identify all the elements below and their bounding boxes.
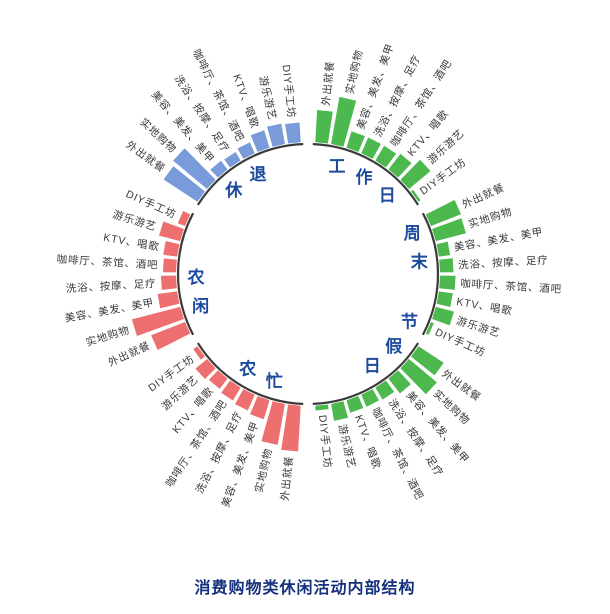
category-label: KTV、唱歌 — [102, 231, 160, 254]
category-label: 实地购物 — [467, 205, 514, 231]
bar — [160, 275, 177, 290]
category-label: DIY手工坊 — [316, 414, 334, 469]
bar — [411, 346, 444, 376]
category-label: 外出就餐 — [319, 60, 337, 106]
bar — [400, 159, 431, 189]
category-label: 实地购物 — [252, 447, 275, 494]
bar — [432, 306, 454, 326]
bar — [151, 322, 191, 350]
group-name-char: 日 — [379, 186, 396, 205]
bar — [331, 96, 357, 147]
group-ring-arc — [422, 212, 440, 336]
group-name-char: 日 — [364, 357, 381, 376]
category-label: DIY手工坊 — [280, 64, 298, 119]
bar — [361, 137, 381, 159]
bar — [388, 370, 411, 394]
bar — [210, 160, 228, 178]
category-label: 游乐游艺 — [111, 208, 158, 234]
group-name-char: 退 — [250, 165, 267, 184]
bar — [281, 404, 301, 452]
bar — [439, 258, 454, 273]
bar — [163, 166, 205, 202]
bar — [261, 401, 285, 445]
bar — [400, 359, 437, 395]
bar — [315, 404, 329, 411]
bar — [388, 153, 412, 178]
bar — [432, 218, 466, 242]
category-label: 实地购物 — [84, 323, 131, 349]
bar — [250, 396, 270, 420]
bar — [346, 396, 364, 413]
bar — [375, 145, 397, 168]
bar — [177, 210, 191, 226]
chart-title: 消费购物类休闲活动内部结构 — [194, 580, 416, 597]
category-label: DIY手工坊 — [417, 155, 468, 197]
bar — [439, 275, 456, 290]
group-ring-arc — [197, 143, 304, 206]
category-label: 美容、美发、美甲 — [453, 225, 544, 254]
bar — [237, 142, 255, 159]
group-name-char: 农 — [187, 267, 205, 287]
bar — [436, 241, 451, 257]
bar — [195, 359, 216, 379]
bar — [346, 131, 365, 152]
bar — [224, 152, 241, 168]
bar — [411, 189, 421, 202]
group-name-char: 周 — [404, 224, 421, 243]
category-label: KTV、唱歌 — [455, 295, 513, 318]
group-name-char: 作 — [356, 167, 373, 187]
group-name-char: 农 — [238, 358, 256, 378]
group-name-char: 末 — [411, 251, 429, 271]
category-label: 实地购物 — [343, 48, 366, 95]
category-label: 外出就餐 — [278, 455, 296, 501]
group-ring-arc — [312, 143, 419, 206]
category-label: 游乐游艺 — [256, 75, 279, 122]
bar — [209, 370, 228, 389]
group-ring-arc — [176, 212, 194, 336]
bar — [163, 241, 180, 257]
bar — [361, 389, 379, 407]
category-label: 洗浴、按摩、足疗 — [66, 277, 157, 295]
bar — [425, 199, 461, 226]
group-ring-arc — [197, 342, 304, 405]
bar — [436, 291, 453, 307]
category-label: 洗浴、按摩、足疗 — [458, 253, 549, 271]
group-name-char: 忙 — [266, 371, 283, 391]
bar — [235, 389, 255, 411]
bar — [285, 122, 301, 144]
bar — [221, 380, 241, 401]
bar — [157, 291, 180, 309]
bar — [331, 401, 348, 421]
category-label: 游乐游艺 — [336, 423, 359, 470]
bar — [250, 130, 270, 152]
group-name-char: 闲 — [192, 296, 209, 316]
group-name-char: 休 — [224, 180, 243, 200]
bar — [163, 258, 177, 273]
bar — [131, 306, 184, 336]
bar — [315, 110, 333, 144]
category-label: 外出就餐 — [460, 181, 507, 211]
category-label: 外出就餐 — [106, 339, 153, 369]
category-label: 咖啡厅、茶馆、酒吧 — [460, 277, 562, 296]
group-name-char: 假 — [385, 336, 402, 356]
radial-bar-chart: 外出就餐 实地购物美容、美发、美甲洗浴、按摩、足疗咖啡厅、茶馆、酒吧KTV、唱歌游… — [56, 42, 562, 509]
category-label: 咖啡厅、茶馆、酒吧 — [56, 253, 158, 272]
group-name-char: 工 — [329, 157, 346, 176]
bar — [267, 123, 285, 147]
bar — [193, 346, 205, 360]
bar — [375, 380, 395, 400]
group-ring-arc — [312, 342, 419, 405]
bar — [173, 148, 216, 189]
bar — [159, 221, 184, 242]
group-name-char: 节 — [401, 311, 418, 331]
bar — [425, 322, 434, 335]
